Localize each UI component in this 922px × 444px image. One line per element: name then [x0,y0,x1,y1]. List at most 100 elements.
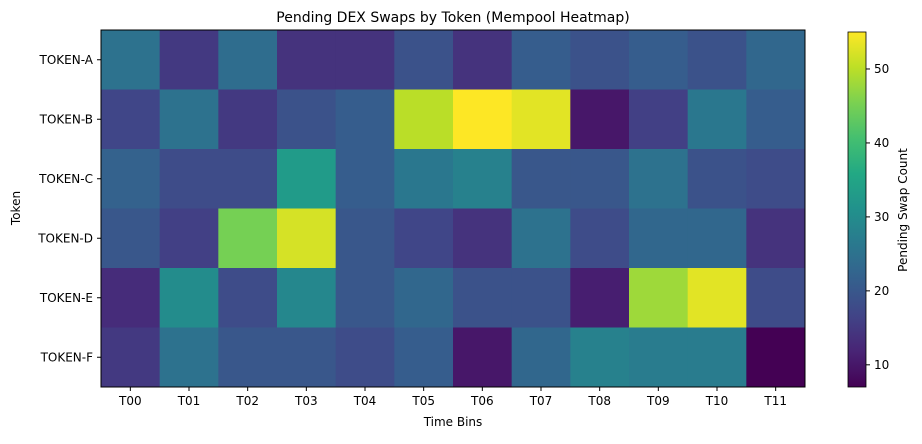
x-tick-label: T02 [235,394,259,408]
x-tick-label: T10 [705,394,729,408]
colorbar-label: Pending Swap Count [896,148,910,272]
heatmap-cell [335,149,395,209]
heatmap-cell [511,208,571,269]
heatmap-cell [511,89,571,150]
y-axis-label: Token [9,191,23,226]
colorbar [847,31,867,388]
heatmap-cell [394,89,454,150]
plot-frame [100,29,806,388]
heatmap-cell [453,149,513,209]
heatmap-cell [687,30,747,90]
x-tick-label: T03 [294,394,318,408]
heatmap-cell [101,89,161,150]
heatmap-cell [629,208,689,269]
heatmap-cell [277,208,337,269]
heatmap-cell [453,208,513,269]
heatmap-cell [101,268,161,328]
heatmap-cell [335,30,395,90]
colorbar-tick-label: 20 [874,284,889,298]
x-tick-label: T01 [177,394,201,408]
y-tick-label: TOKEN-C [38,172,93,186]
heatmap-cell [218,327,278,388]
heatmap-cell [570,327,630,388]
x-tick-label: T08 [587,394,611,408]
heatmap-cell [277,89,337,150]
heatmap-cell [453,327,513,388]
x-axis-label: Time Bins [423,415,483,429]
heatmap-cell [746,208,806,269]
heatmap-cell [335,89,395,150]
y-tick-label: TOKEN-F [40,350,94,364]
heatmap-cell [746,30,806,90]
heatmap-cell [511,149,571,209]
heatmap-cell [687,149,747,209]
y-tick-label: TOKEN-A [39,53,94,67]
heatmap-cell [394,30,454,90]
heatmap-cell [746,327,806,388]
heatmap-cell [277,327,337,388]
y-tick-label: TOKEN-D [37,231,93,245]
heatmap-cell [394,268,454,328]
heatmap-cell [453,30,513,90]
heatmap-cell [511,30,571,90]
heatmap-cell [570,149,630,209]
colorbar-tick-label: 50 [874,62,889,76]
heatmap-cell [101,208,161,269]
heatmap-cell [101,327,161,388]
heatmap-cell [453,89,513,150]
heatmap-cell [159,268,219,328]
heatmap-cell [277,268,337,328]
heatmap-cell [159,30,219,90]
heatmap-cell [277,149,337,209]
heatmap-cell [570,30,630,90]
heatmap-cell [335,208,395,269]
heatmap-cell [218,30,278,90]
heatmap-cell [159,149,219,209]
colorbar-tick-label: 10 [874,358,889,372]
heatmap-cell [159,327,219,388]
colorbar-tick-label: 30 [874,210,889,224]
heatmap-cell [629,30,689,90]
heatmap-cell [746,149,806,209]
x-tick-label: T07 [529,394,553,408]
x-tick-label: T09 [646,394,670,408]
x-tick-label: T11 [763,394,787,408]
heatmap-cell [746,268,806,328]
x-tick-label: T00 [118,394,142,408]
x-tick-label: T06 [470,394,494,408]
heatmap-cell [687,268,747,328]
chart-title: Pending DEX Swaps by Token (Mempool Heat… [276,10,629,26]
heatmap-cell [570,208,630,269]
heatmap-cell [629,268,689,328]
heatmap-cell [394,327,454,388]
x-tick-label: T05 [411,394,435,408]
heatmap-cell [218,89,278,150]
heatmap-cell [335,268,395,328]
heatmap-cell [687,208,747,269]
heatmap-cell [277,30,337,90]
heatmap-cell [511,327,571,388]
heatmap-cell [629,149,689,209]
heatmap-cell [394,149,454,209]
heatmap-cell [511,268,571,328]
heatmap-cell [746,89,806,150]
colorbar-tick-label: 40 [874,136,889,150]
heatmap-cell [101,149,161,209]
heatmap-cell [335,327,395,388]
heatmap-cell [159,89,219,150]
heatmap-cell [687,327,747,388]
heatmap-cell [218,149,278,209]
x-tick-label: T04 [353,394,377,408]
heatmap-cell [218,208,278,269]
heatmap-cell [629,89,689,150]
heatmap-cell [453,268,513,328]
y-tick-label: TOKEN-E [39,291,93,305]
heatmap-cell [570,268,630,328]
heatmap-cell [629,327,689,388]
heatmap-cell [218,268,278,328]
y-tick-label: TOKEN-B [39,112,93,126]
heatmap-cell [687,89,747,150]
heatmap-cell [394,208,454,269]
heatmap-cell [570,89,630,150]
